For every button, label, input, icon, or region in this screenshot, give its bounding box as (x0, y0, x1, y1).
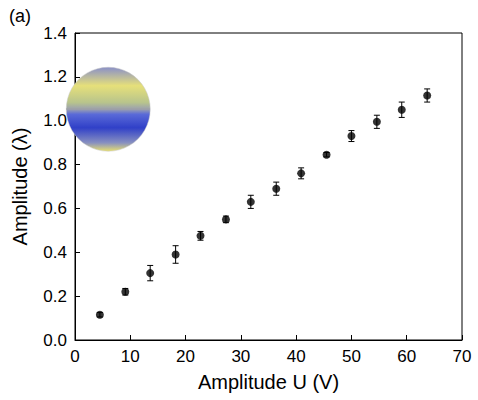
svg-text:0.2: 0.2 (43, 287, 67, 306)
svg-text:0.0: 0.0 (43, 331, 67, 350)
svg-text:0.6: 0.6 (43, 199, 67, 218)
svg-text:1.4: 1.4 (43, 24, 67, 43)
svg-text:Amplitude (λ): Amplitude (λ) (9, 128, 31, 246)
svg-text:20: 20 (176, 347, 195, 366)
svg-text:1.2: 1.2 (43, 67, 67, 86)
svg-text:40: 40 (287, 347, 306, 366)
svg-text:10: 10 (121, 347, 140, 366)
svg-text:0.8: 0.8 (43, 155, 67, 174)
svg-text:(a): (a) (9, 6, 31, 26)
svg-text:0: 0 (70, 347, 79, 366)
svg-text:1.0: 1.0 (43, 111, 67, 130)
svg-text:0.4: 0.4 (43, 243, 67, 262)
svg-text:50: 50 (342, 347, 361, 366)
svg-text:60: 60 (397, 347, 416, 366)
svg-text:30: 30 (231, 347, 250, 366)
svg-text:70: 70 (453, 347, 472, 366)
svg-text:Amplitude U (V): Amplitude U (V) (198, 371, 339, 393)
